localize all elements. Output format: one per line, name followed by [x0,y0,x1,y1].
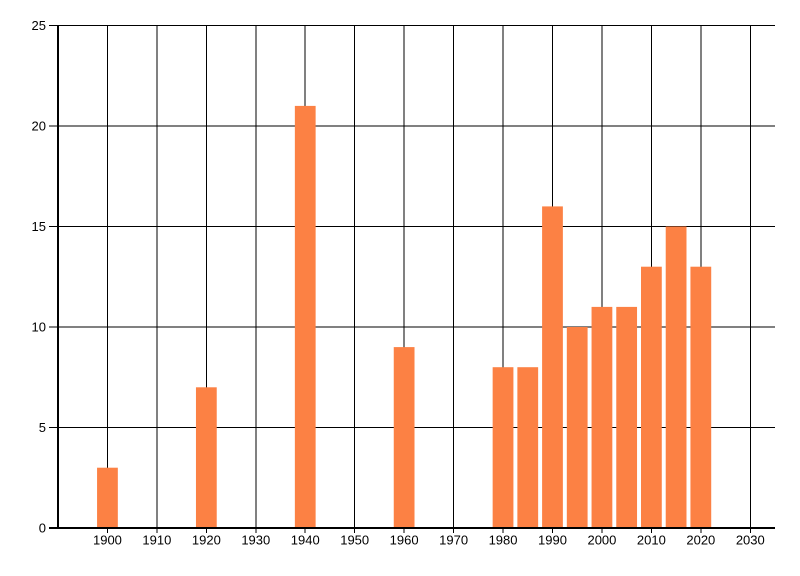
x-tick-label: 1960 [390,533,419,548]
bar-2000 [591,306,613,528]
x-tick-label: 1980 [489,533,518,548]
bar-1985 [517,367,539,528]
bar-1960 [393,347,415,528]
x-tick-label: 1970 [439,533,468,548]
bar-1980 [492,367,514,528]
x-tick-label: 1940 [291,533,320,548]
bar-2010 [641,266,662,528]
bar-1920 [195,387,217,528]
y-tick-label: 5 [39,420,46,435]
bar-2015 [665,226,687,528]
bar-1940 [294,105,316,529]
x-tick-label: 2030 [736,533,765,548]
x-tick-label: 1920 [192,533,221,548]
x-tick-label: 2020 [686,533,715,548]
y-tick-label: 10 [32,320,46,335]
x-tick-label: 2000 [587,533,616,548]
y-tick-label: 0 [39,521,46,536]
y-tick-label: 20 [32,119,46,134]
bar-1995 [566,327,588,528]
x-tick-label: 1930 [241,533,270,548]
y-tick-label: 15 [32,219,46,234]
bar-2005 [616,306,638,528]
y-tick-label: 25 [32,18,46,33]
bar-1900 [97,467,118,528]
x-tick-label: 1950 [340,533,369,548]
x-tick-label: 2010 [637,533,666,548]
x-tick-label: 1910 [142,533,171,548]
x-tick-label: 1990 [538,533,567,548]
bar-2020 [690,266,712,528]
bar-1990 [542,206,563,528]
x-tick-label: 1900 [93,533,122,548]
